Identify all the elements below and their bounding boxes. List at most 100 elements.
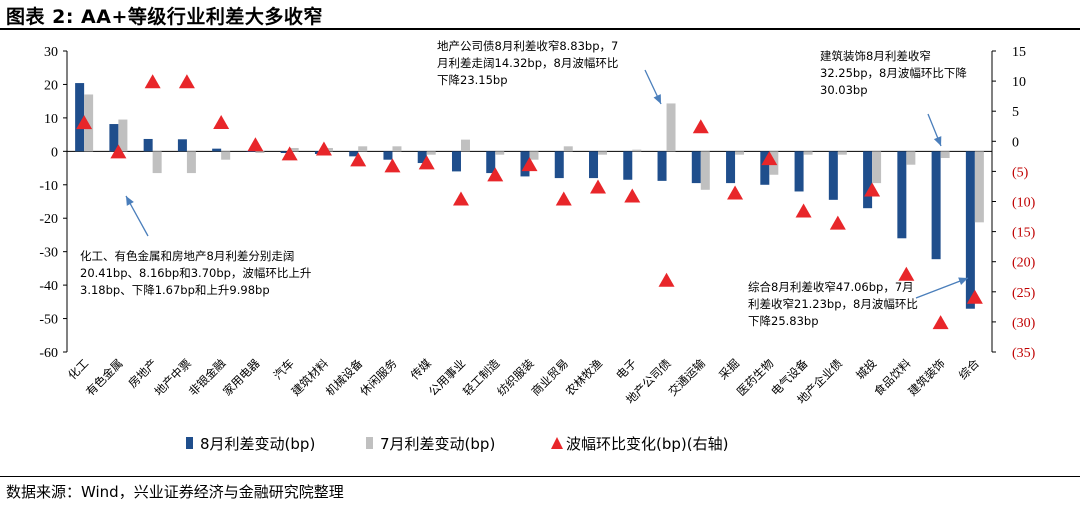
- legend: 8月利差变动(bp) 7月利差变动(bp) 波幅环比变化(bp)(右轴): [186, 435, 728, 453]
- annotation-arrow-line: [915, 277, 969, 299]
- bar-jul: [666, 103, 676, 152]
- triangle-marker: [795, 203, 812, 218]
- category-label: 采掘: [716, 356, 742, 382]
- triangle-marker: [898, 266, 915, 281]
- annotation: 综合8月利差收窄47.06bp，7月利差收窄21.23bp，8月波幅环比下降25…: [748, 277, 969, 328]
- right-axis-tick-label: (10): [1012, 196, 1036, 211]
- bar-jul: [872, 151, 882, 184]
- category-label: 有色金属: [83, 356, 125, 398]
- annotation-line: 利差收窄21.23bp，8月波幅环比: [748, 297, 918, 311]
- bar-aug: [760, 151, 770, 185]
- triangle-marker: [350, 152, 367, 167]
- bar-jul: [118, 119, 128, 152]
- bar-aug: [212, 148, 222, 152]
- annotations: 地产公司债8月利差收窄8.83bp，7 月利差走阔14.32bp，8月波幅环比下降…: [80, 39, 969, 328]
- title-divider: [0, 28, 1080, 30]
- annotation-arrowhead: [653, 94, 661, 104]
- triangle-marker: [555, 191, 572, 206]
- category-label: 汽车: [271, 356, 297, 382]
- right-axis-tick-label: 0: [1012, 135, 1019, 150]
- right-axis-tick-label: 10: [1012, 75, 1026, 90]
- legend-item: 波幅环比变化(bp)(右轴): [551, 435, 728, 453]
- bar-jul: [906, 151, 916, 165]
- legend-swatch: [551, 437, 563, 449]
- annotation-arrowhead: [933, 136, 942, 146]
- category-label: 建筑装饰: [905, 356, 947, 398]
- bar-aug: [897, 151, 907, 239]
- bar-jul: [735, 151, 745, 155]
- triangle-marker: [624, 188, 641, 203]
- triangle-marker: [727, 185, 744, 200]
- category-label: 化工: [65, 356, 91, 382]
- annotation: 地产公司债8月利差收窄8.83bp，7 月利差走阔14.32bp，8月波幅环比下降…: [437, 39, 662, 105]
- source-divider: [0, 476, 1080, 477]
- annotation-line: 下降23.15bp: [437, 73, 508, 87]
- right-axis-tick-label: (25): [1012, 286, 1036, 301]
- annotation: 化工、有色金属和房地产8月利差分别走阔 20.41bp、8.16bp和3.70bp…: [80, 195, 311, 297]
- annotation-line: 20.41bp、8.16bp和3.70bp，波幅环比上升: [80, 266, 311, 280]
- bar-aug: [794, 151, 804, 192]
- category-label: 综合: [956, 356, 983, 383]
- right-axis-tick-label: 5: [1012, 105, 1019, 120]
- triangle-marker: [761, 151, 778, 166]
- bar-aug: [520, 151, 530, 177]
- category-label: 城投: [853, 356, 880, 383]
- bar-aug: [109, 124, 119, 152]
- left-axis-tick-label: -50: [39, 313, 58, 328]
- annotation-line: 30.03bp: [820, 83, 868, 97]
- bar-aug: [931, 151, 941, 260]
- bar-jul: [460, 139, 470, 152]
- triangle-marker: [418, 155, 435, 170]
- legend-label: 波幅环比变化(bp)(右轴): [566, 435, 728, 453]
- bar-aug: [691, 151, 701, 184]
- category-label: 休闲服务: [357, 356, 400, 399]
- left-axis-tick-label: -20: [39, 212, 58, 227]
- bar-jul: [940, 151, 950, 159]
- bar-aug: [828, 151, 838, 200]
- triangle-marker: [692, 119, 709, 134]
- left-axis-tick-label: -10: [39, 179, 58, 194]
- bar-jul: [84, 94, 94, 152]
- axes: 30 20 10 0 -10 -20 -30 -40 -50 -60 15 10 5 0 (5) (10) (1…: [39, 45, 1035, 361]
- triangle-marker: [590, 179, 607, 194]
- bar-jul: [152, 151, 162, 174]
- bar-aug: [143, 138, 153, 152]
- triangle-marker: [281, 146, 298, 161]
- bar-aug: [589, 151, 599, 179]
- triangle-marker: [384, 158, 401, 173]
- annotation-line: 3.18bp、下降1.67bp和上升9.98bp: [80, 283, 270, 297]
- category-label: 传媒: [408, 356, 435, 383]
- triangle-marker: [452, 191, 469, 206]
- annotation: 建筑装饰8月利差收窄 32.25bp，8月波幅环比下降 30.03bp: [820, 49, 967, 147]
- bar-jul: [221, 151, 231, 160]
- right-axis-tick-label: 15: [1012, 45, 1026, 60]
- annotation-line: 综合8月利差收窄47.06bp，7月: [748, 280, 914, 294]
- annotation-line: 建筑装饰8月利差收窄: [820, 49, 931, 63]
- left-axis-tick-label: 20: [44, 78, 58, 93]
- left-axis-tick-label: 10: [44, 112, 58, 127]
- bar-aug: [726, 151, 736, 184]
- source-note: 数据来源：Wind，兴业证券经济与金融研究院整理: [6, 483, 344, 501]
- category-label: 交通运输: [665, 356, 708, 399]
- chart-title: 图表 2: AA+等级行业利差大多收窄: [6, 6, 323, 28]
- bar-jul: [255, 151, 265, 154]
- triangle-marker: [487, 167, 504, 182]
- bar-aug: [486, 151, 496, 174]
- triangle-marker: [932, 315, 949, 330]
- legend-swatch: [366, 437, 373, 449]
- bar-chart: 30 20 10 0 -10 -20 -30 -40 -50 -60 15 10 5 0 (5) (10) (1…: [39, 39, 1035, 453]
- triangle-marker: [658, 272, 675, 287]
- annotation-line: 地产公司债8月利差收窄8.83bp，7: [437, 39, 618, 53]
- bar-jul: [632, 149, 642, 152]
- legend-label: 7月利差变动(bp): [380, 435, 495, 453]
- category-label: 农林牧渔: [563, 356, 605, 398]
- bar-jul: [186, 151, 196, 174]
- triangle-marker: [213, 115, 230, 130]
- triangle-marker: [521, 157, 538, 172]
- bar-jul: [529, 151, 539, 160]
- triangle-marker: [110, 144, 127, 159]
- bar-aug: [417, 151, 427, 164]
- triangle-marker: [829, 215, 846, 230]
- bar-aug: [554, 151, 564, 179]
